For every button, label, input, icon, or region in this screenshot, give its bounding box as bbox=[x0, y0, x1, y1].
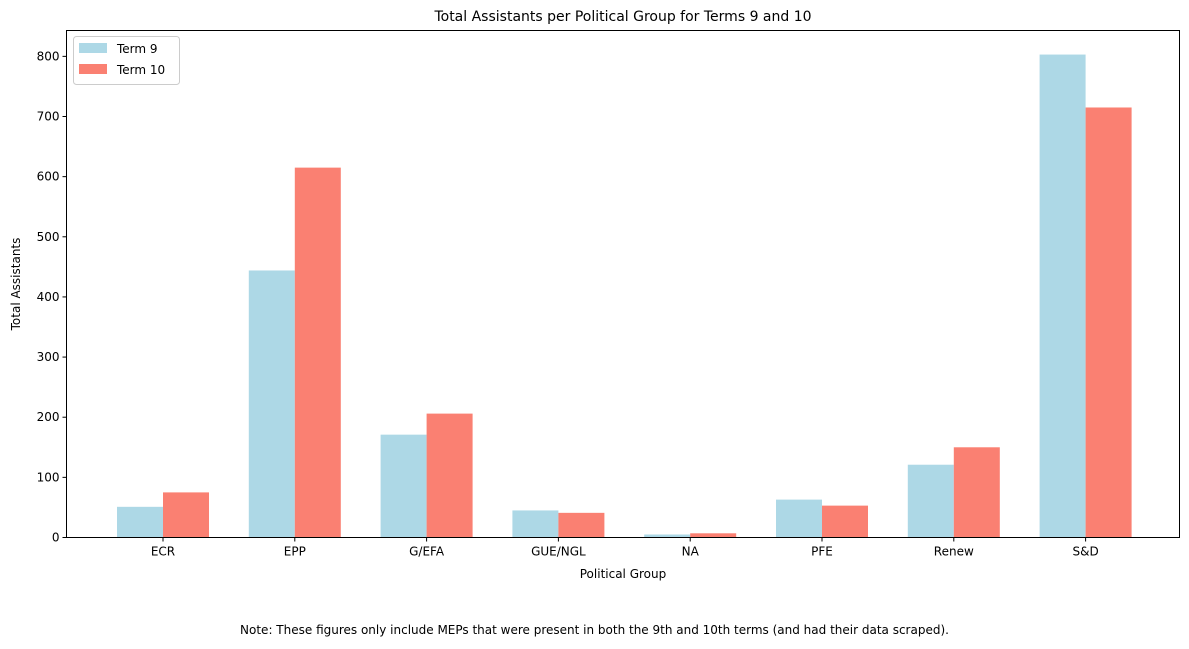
x-tick-label: S&D bbox=[1072, 545, 1098, 559]
legend-label-0: Term 9 bbox=[116, 42, 158, 56]
bar-term-10-6 bbox=[953, 447, 1000, 538]
y-tick-label: 100 bbox=[37, 470, 60, 484]
plot-frame bbox=[66, 30, 1180, 538]
bars-group bbox=[117, 54, 1132, 538]
x-tick-label: PFE bbox=[811, 545, 833, 559]
y-tick-label: 0 bbox=[52, 531, 60, 545]
bar-term-9-3 bbox=[512, 510, 559, 538]
y-axis: 0 100 200 300 400 500 600 700 800 bbox=[37, 49, 67, 545]
chart-title: Total Assistants per Political Group for… bbox=[433, 9, 811, 25]
y-tick-label: 700 bbox=[37, 110, 60, 124]
x-tick-label: G/EFA bbox=[409, 545, 445, 559]
legend-swatch-0 bbox=[79, 43, 107, 53]
bar-term-9-2 bbox=[380, 434, 427, 538]
legend-label-1: Term 10 bbox=[116, 63, 165, 77]
bar-term-10-1 bbox=[294, 167, 341, 538]
legend: Term 9 Term 10 bbox=[73, 36, 180, 85]
y-tick-label: 800 bbox=[37, 49, 60, 63]
bar-term-9-7 bbox=[1039, 54, 1086, 538]
x-tick-label: EPP bbox=[284, 545, 306, 559]
bar-term-10-0 bbox=[163, 492, 209, 538]
bar-term-9-0 bbox=[117, 506, 163, 538]
x-axis: ECR EPP G/EFA GUE/NGL NA PFE Renew S&D bbox=[151, 537, 1099, 559]
bar-term-10-4 bbox=[690, 533, 737, 538]
bar-term-10-3 bbox=[558, 512, 605, 538]
bar-term-9-1 bbox=[248, 270, 295, 538]
bar-term-10-2 bbox=[426, 413, 473, 538]
bar-term-9-4 bbox=[644, 534, 691, 538]
bar-term-9-5 bbox=[776, 499, 822, 538]
bar-term-10-7 bbox=[1085, 107, 1132, 538]
x-tick-label: Renew bbox=[934, 545, 974, 559]
y-tick-label: 500 bbox=[37, 230, 60, 244]
y-axis-label: Total Assistants bbox=[9, 238, 23, 332]
x-tick-label: ECR bbox=[151, 545, 175, 559]
bar-term-10-5 bbox=[822, 505, 868, 538]
y-tick-label: 200 bbox=[37, 410, 60, 424]
bar-term-9-6 bbox=[907, 464, 954, 538]
y-tick-label: 400 bbox=[37, 290, 60, 304]
x-axis-label: Political Group bbox=[580, 567, 667, 581]
bar-chart: Total Assistants per Political Group for… bbox=[9, 9, 1180, 581]
y-tick-label: 300 bbox=[37, 350, 60, 364]
y-tick-label: 600 bbox=[37, 170, 60, 184]
x-tick-label: GUE/NGL bbox=[531, 545, 586, 559]
footnote: Note: These figures only include MEPs th… bbox=[240, 623, 949, 637]
x-tick-label: NA bbox=[682, 545, 700, 559]
legend-swatch-1 bbox=[79, 64, 107, 74]
